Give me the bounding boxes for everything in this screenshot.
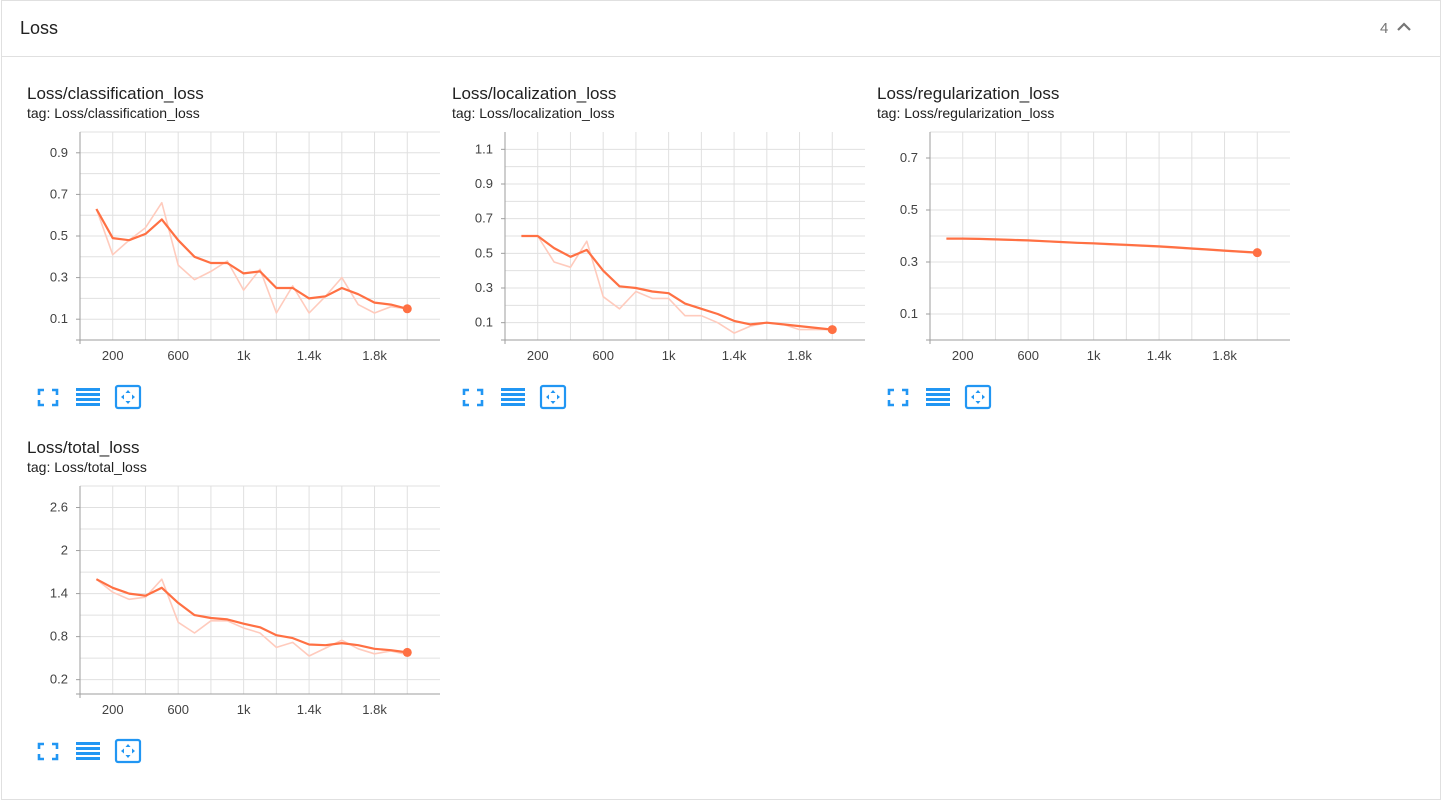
chevron-up-icon[interactable] <box>1395 18 1413 36</box>
card-tag: tag: Loss/localization_loss <box>452 105 615 121</box>
y-tick-label: 0.9 <box>475 176 493 191</box>
x-tick-label: 200 <box>102 702 124 717</box>
x-tick-label: 1.8k <box>362 702 387 717</box>
x-tick-label: 1.8k <box>787 348 812 363</box>
x-tick-label: 1.4k <box>297 348 322 363</box>
x-tick-label: 1.8k <box>362 348 387 363</box>
fit-to-screen-icon[interactable] <box>883 384 913 410</box>
card-tag: tag: Loss/regularization_loss <box>877 105 1055 121</box>
y-tick-label: 0.5 <box>50 228 68 243</box>
data-table-icon[interactable] <box>73 738 103 764</box>
fit-domain-icon[interactable] <box>963 384 993 410</box>
y-tick-label: 0.5 <box>475 245 493 260</box>
last-point-marker <box>827 325 837 335</box>
y-tick-label: 0.1 <box>475 315 493 330</box>
fit-domain-icon[interactable] <box>113 384 143 410</box>
x-tick-label: 1k <box>237 348 251 363</box>
line-chart[interactable]: 0.1 0.3 0.5 0.7 0.9 200 600 1k 1.4k 1.8k <box>27 120 441 377</box>
chart-card: Loss/total_loss tag: Loss/total_loss 0.2… <box>27 438 447 778</box>
line-chart[interactable]: 0.1 0.3 0.5 0.7 200 600 1k 1.4k 1.8k <box>877 120 1291 377</box>
data-table-icon[interactable] <box>73 384 103 410</box>
y-tick-label: 0.8 <box>50 629 68 644</box>
raw-series-line <box>95 201 408 314</box>
y-tick-label: 0.7 <box>900 150 918 165</box>
fit-to-screen-icon[interactable] <box>458 384 488 410</box>
raw-series-line <box>946 237 1258 254</box>
line-chart[interactable]: 0.1 0.3 0.5 0.7 0.9 1.1 200 600 1k 1.4k 1.8k <box>452 120 866 377</box>
x-tick-label: 1k <box>662 348 676 363</box>
y-tick-label: 2.6 <box>50 500 68 515</box>
card-title: Loss/classification_loss <box>27 84 204 103</box>
x-tick-label: 600 <box>1017 348 1039 363</box>
y-tick-label: 2 <box>61 543 68 558</box>
y-tick-label: 0.1 <box>50 311 68 326</box>
section-title: Loss <box>20 18 59 38</box>
last-point-marker <box>402 304 412 314</box>
smoothed-series-line <box>946 237 1258 254</box>
card-tag: tag: Loss/classification_loss <box>27 105 200 121</box>
y-tick-label: 0.3 <box>900 254 918 269</box>
y-tick-label: 1.1 <box>475 141 493 156</box>
chart-card: Loss/classification_loss tag: Loss/class… <box>27 84 447 424</box>
section-count: 4 <box>1380 20 1389 37</box>
last-point-marker <box>1252 248 1262 258</box>
card-tag: tag: Loss/total_loss <box>27 459 147 475</box>
y-tick-label: 0.1 <box>900 306 918 321</box>
y-tick-label: 0.7 <box>50 186 68 201</box>
x-tick-label: 1.4k <box>1147 348 1172 363</box>
fit-domain-icon[interactable] <box>113 738 143 764</box>
x-tick-label: 200 <box>952 348 974 363</box>
y-tick-label: 0.2 <box>50 672 68 687</box>
smoothed-series-line <box>95 578 408 654</box>
card-title: Loss/regularization_loss <box>877 84 1060 103</box>
x-tick-label: 1.8k <box>1212 348 1237 363</box>
raw-series-line <box>521 235 833 334</box>
y-tick-label: 0.9 <box>50 145 68 160</box>
chart-card: Loss/regularization_loss tag: Loss/regul… <box>877 84 1297 424</box>
x-tick-label: 600 <box>592 348 614 363</box>
fit-domain-icon[interactable] <box>538 384 568 410</box>
line-chart[interactable]: 0.2 0.8 1.4 2 2.6 200 600 1k 1.4k 1.8k <box>27 474 441 731</box>
fit-to-screen-icon[interactable] <box>33 384 63 410</box>
data-table-icon[interactable] <box>498 384 528 410</box>
raw-series-line <box>95 578 408 657</box>
x-tick-label: 200 <box>102 348 124 363</box>
last-point-marker <box>402 647 412 657</box>
x-tick-label: 1k <box>237 702 251 717</box>
y-tick-label: 0.5 <box>900 202 918 217</box>
y-tick-label: 0.3 <box>475 280 493 295</box>
y-tick-label: 0.3 <box>50 270 68 285</box>
y-tick-label: 1.4 <box>50 586 68 601</box>
section-header[interactable]: Loss 4 <box>2 1 1440 57</box>
x-tick-label: 600 <box>167 702 189 717</box>
x-tick-label: 600 <box>167 348 189 363</box>
chart-card: Loss/localization_loss tag: Loss/localiz… <box>452 84 872 424</box>
x-tick-label: 1.4k <box>297 702 322 717</box>
card-title: Loss/total_loss <box>27 438 140 457</box>
smoothed-series-line <box>521 234 833 331</box>
smoothed-series-line <box>95 208 408 310</box>
fit-to-screen-icon[interactable] <box>33 738 63 764</box>
x-tick-label: 1.4k <box>722 348 747 363</box>
data-table-icon[interactable] <box>923 384 953 410</box>
card-title: Loss/localization_loss <box>452 84 617 103</box>
x-tick-label: 1k <box>1087 348 1101 363</box>
x-tick-label: 200 <box>527 348 549 363</box>
y-tick-label: 0.7 <box>475 211 493 226</box>
